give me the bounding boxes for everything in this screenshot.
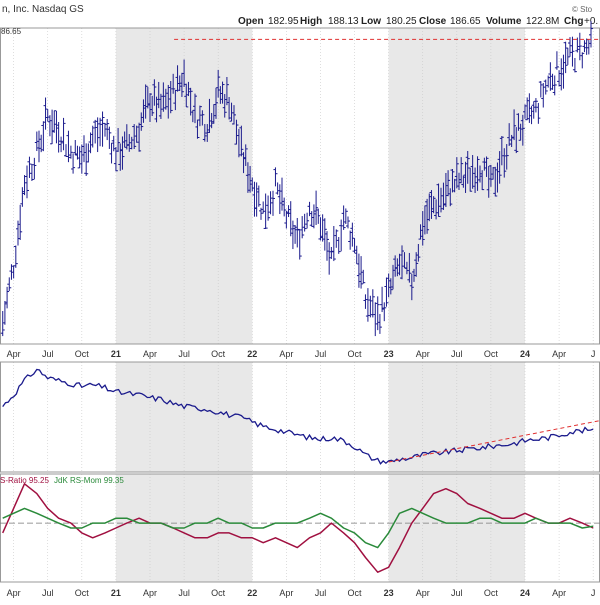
rrg-x-tick-label: Jul [315, 588, 327, 598]
rrg-x-tick-label: J [591, 588, 596, 598]
price-x-tick-label: Oct [348, 349, 363, 359]
price-x-tick-label: J [591, 349, 596, 359]
rrg-x-tick-label: Apr [7, 588, 21, 598]
relative-strength-panel [1, 362, 600, 472]
rs-ratio-legend: S-Ratio 95.25 [0, 476, 49, 485]
rs-mom-legend: JdK RS-Mom 99.35 [54, 476, 124, 485]
open-label: Open [238, 16, 264, 27]
price-x-tick-label: Jul [42, 349, 54, 359]
rrg-x-tick-label: Jul [178, 588, 190, 598]
rrg-x-tick-label: 21 [111, 588, 121, 598]
rrg-x-tick-label: Jul [451, 588, 463, 598]
price-x-tick-label: Jul [451, 349, 463, 359]
watermark: © Sto [572, 5, 593, 14]
low-label: Low [361, 16, 381, 27]
price-x-tick-label: Oct [484, 349, 499, 359]
price-x-tick-label: Apr [552, 349, 566, 359]
price-x-axis: Apr Jul Oct 21 Apr Jul Oct 22 Apr Jul Oct 23 Apr Jul O… [7, 349, 596, 359]
rrg-x-axis: Apr Jul Oct 21 Apr Jul Oct 22 Apr Jul Oct 23 Apr Jul O… [7, 588, 596, 598]
price-x-tick-label: 23 [384, 349, 394, 359]
rrg-x-tick-label: 24 [520, 588, 530, 598]
company-name: n, Inc. Nasdaq GS [2, 4, 84, 15]
rrg-x-tick-label: Oct [484, 588, 499, 598]
volume-value: 122.8M [526, 16, 559, 27]
price-x-tick-label: Apr [7, 349, 21, 359]
close-value: 186.65 [450, 16, 481, 27]
price-tag: 86.65 [1, 27, 22, 36]
rrg-x-tick-label: Oct [75, 588, 90, 598]
price-x-tick-label: 22 [247, 349, 257, 359]
price-x-tick-label: 24 [520, 349, 530, 359]
price-x-tick-label: 21 [111, 349, 121, 359]
rrg-panel [0, 474, 600, 582]
price-x-tick-label: Jul [315, 349, 327, 359]
open-value: 182.95 [268, 16, 299, 27]
price-x-tick-label: Apr [143, 349, 157, 359]
rrg-x-tick-label: Apr [279, 588, 293, 598]
rrg-x-tick-label: Apr [416, 588, 430, 598]
price-x-tick-label: Apr [279, 349, 293, 359]
price-x-tick-label: Jul [178, 349, 190, 359]
price-panel [1, 21, 600, 344]
ohlc-summary: Open 182.95 High 188.13 Low 180.25 Close… [238, 16, 598, 27]
price-x-tick-label: Oct [211, 349, 226, 359]
high-label: High [300, 16, 322, 27]
rrg-x-tick-label: Jul [42, 588, 54, 598]
rrg-x-tick-label: Apr [143, 588, 157, 598]
high-value: 188.13 [328, 16, 359, 27]
low-value: 180.25 [386, 16, 417, 27]
rrg-x-tick-label: 23 [384, 588, 394, 598]
close-label: Close [419, 16, 447, 27]
volume-label: Volume [486, 16, 522, 27]
rrg-legend: S-Ratio 95.25 JdK RS-Mom 99.35 [0, 476, 124, 485]
rrg-x-tick-label: Oct [211, 588, 226, 598]
price-x-tick-label: Oct [75, 349, 90, 359]
price-x-tick-label: Apr [416, 349, 430, 359]
rrg-x-tick-label: Oct [348, 588, 363, 598]
chg-label: Chg [564, 16, 583, 27]
rrg-x-tick-label: 22 [247, 588, 257, 598]
rrg-x-tick-label: Apr [552, 588, 566, 598]
